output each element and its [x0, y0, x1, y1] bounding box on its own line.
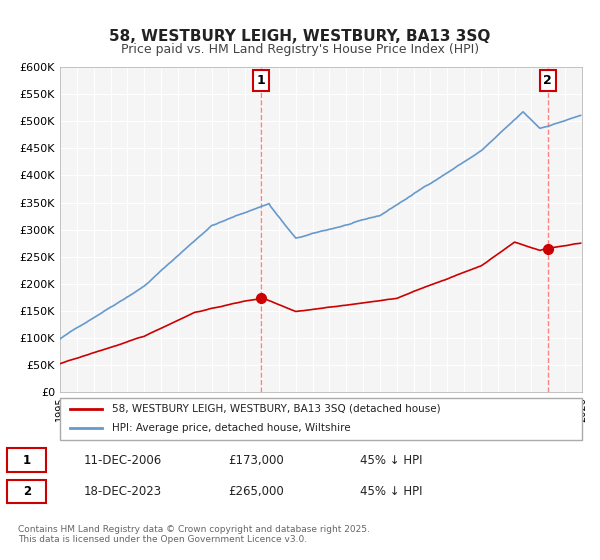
Text: 45% ↓ HPI: 45% ↓ HPI — [360, 485, 422, 498]
Text: Price paid vs. HM Land Registry's House Price Index (HPI): Price paid vs. HM Land Registry's House … — [121, 43, 479, 56]
Text: 2: 2 — [23, 485, 31, 498]
Text: 58, WESTBURY LEIGH, WESTBURY, BA13 3SQ: 58, WESTBURY LEIGH, WESTBURY, BA13 3SQ — [109, 29, 491, 44]
Text: 11-DEC-2006: 11-DEC-2006 — [84, 454, 162, 466]
Text: HPI: Average price, detached house, Wiltshire: HPI: Average price, detached house, Wilt… — [112, 423, 351, 433]
Text: £173,000: £173,000 — [228, 454, 284, 466]
FancyBboxPatch shape — [7, 480, 46, 503]
Text: 2: 2 — [543, 74, 552, 87]
Text: 18-DEC-2023: 18-DEC-2023 — [84, 485, 162, 498]
Text: Contains HM Land Registry data © Crown copyright and database right 2025.
This d: Contains HM Land Registry data © Crown c… — [18, 525, 370, 544]
Text: 45% ↓ HPI: 45% ↓ HPI — [360, 454, 422, 466]
Text: 1: 1 — [23, 454, 31, 466]
Text: £265,000: £265,000 — [228, 485, 284, 498]
Text: 58, WESTBURY LEIGH, WESTBURY, BA13 3SQ (detached house): 58, WESTBURY LEIGH, WESTBURY, BA13 3SQ (… — [112, 404, 441, 414]
Text: 1: 1 — [257, 74, 266, 87]
FancyBboxPatch shape — [7, 449, 46, 472]
FancyBboxPatch shape — [60, 398, 582, 440]
